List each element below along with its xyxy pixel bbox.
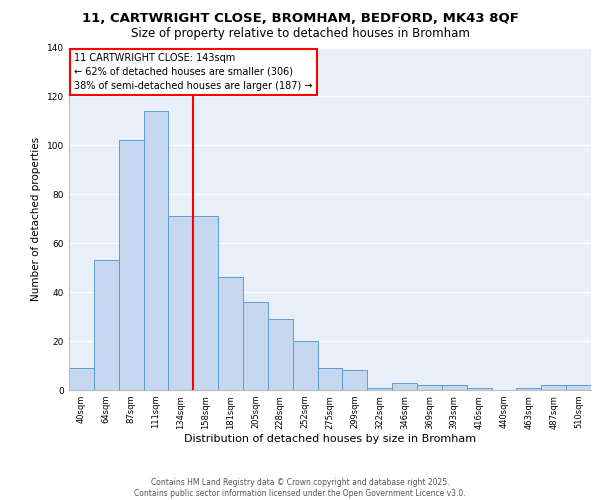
Bar bbox=[243, 302, 268, 390]
Bar bbox=[343, 370, 367, 390]
Bar bbox=[467, 388, 491, 390]
X-axis label: Distribution of detached houses by size in Bromham: Distribution of detached houses by size … bbox=[184, 434, 476, 444]
Bar bbox=[566, 385, 591, 390]
Bar bbox=[417, 385, 442, 390]
Text: 11 CARTWRIGHT CLOSE: 143sqm
← 62% of detached houses are smaller (306)
38% of se: 11 CARTWRIGHT CLOSE: 143sqm ← 62% of det… bbox=[74, 52, 313, 90]
Bar bbox=[442, 385, 467, 390]
Bar bbox=[268, 319, 293, 390]
Bar bbox=[517, 388, 541, 390]
Text: Contains HM Land Registry data © Crown copyright and database right 2025.
Contai: Contains HM Land Registry data © Crown c… bbox=[134, 478, 466, 498]
Y-axis label: Number of detached properties: Number of detached properties bbox=[31, 136, 41, 301]
Text: Size of property relative to detached houses in Bromham: Size of property relative to detached ho… bbox=[131, 28, 469, 40]
Bar bbox=[541, 385, 566, 390]
Bar bbox=[367, 388, 392, 390]
Bar bbox=[169, 216, 193, 390]
Bar bbox=[143, 111, 169, 390]
Text: 11, CARTWRIGHT CLOSE, BROMHAM, BEDFORD, MK43 8QF: 11, CARTWRIGHT CLOSE, BROMHAM, BEDFORD, … bbox=[82, 12, 518, 26]
Bar bbox=[392, 382, 417, 390]
Bar bbox=[317, 368, 343, 390]
Bar bbox=[293, 341, 317, 390]
Bar bbox=[69, 368, 94, 390]
Bar bbox=[119, 140, 143, 390]
Bar bbox=[94, 260, 119, 390]
Bar bbox=[218, 278, 243, 390]
Bar bbox=[193, 216, 218, 390]
